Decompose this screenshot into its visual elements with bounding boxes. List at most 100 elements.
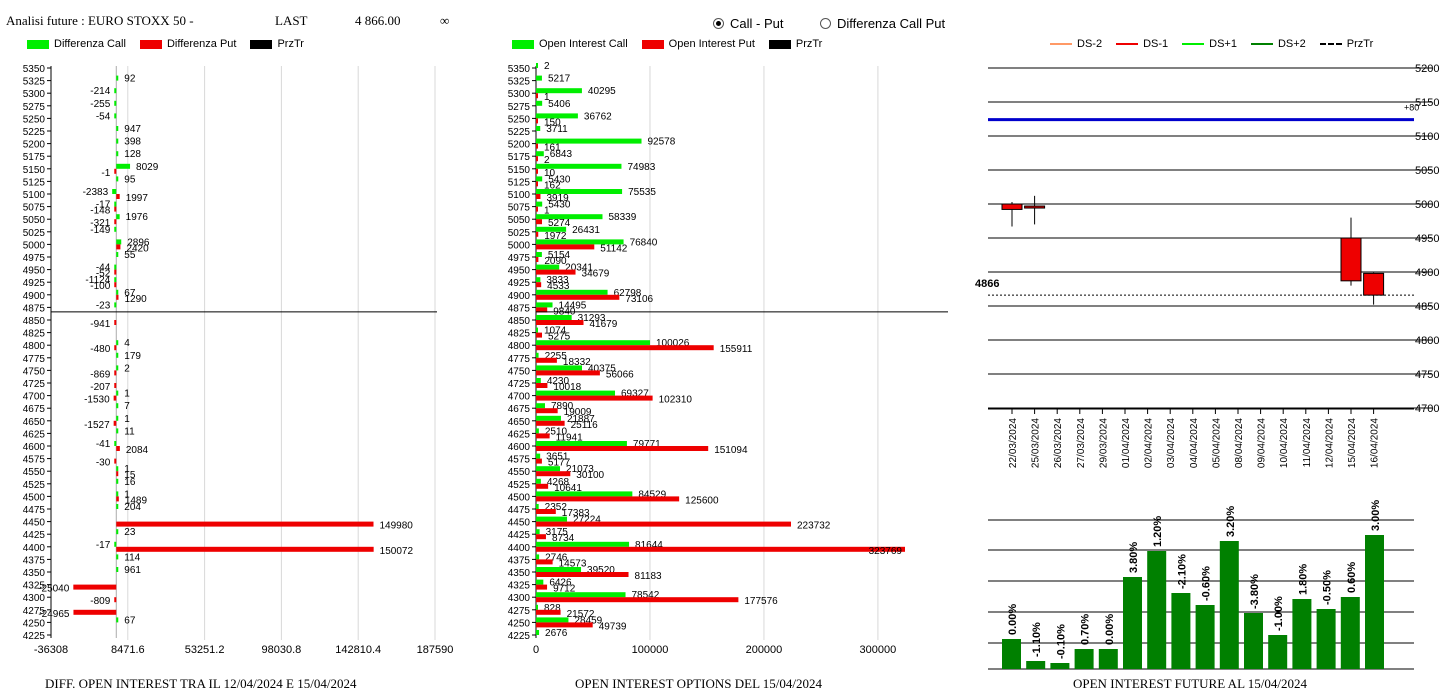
- y-tick-label: 4950: [1415, 233, 1439, 245]
- legend-chart1: Differenza Call Differenza Put PrzTr: [27, 38, 318, 50]
- y-tick-label: 5050: [508, 215, 531, 226]
- x-tick-label: 300000: [860, 644, 897, 656]
- data-label: 81644: [635, 540, 663, 551]
- y-tick-label: 4850: [508, 316, 531, 327]
- y-tick-label: 4525: [508, 480, 531, 491]
- data-label: 1290: [124, 294, 147, 305]
- y-tick-label: 4250: [508, 618, 531, 629]
- bar: [536, 264, 560, 270]
- data-label: -207: [90, 382, 110, 393]
- candle-body: [1363, 272, 1385, 296]
- bar: [114, 597, 117, 603]
- y-tick-label: 5000: [508, 240, 531, 251]
- legend-item: Open Interest Call: [539, 38, 628, 50]
- y-tick-label: 4600: [23, 442, 46, 453]
- bar: [116, 390, 119, 396]
- y-tick-label: 5225: [508, 127, 531, 138]
- data-label: 17383: [562, 508, 590, 519]
- bar: [536, 559, 553, 565]
- y-tick-label: 4550: [508, 467, 531, 478]
- bar: [536, 471, 571, 477]
- bar: [536, 357, 557, 363]
- data-label: 5274: [548, 218, 571, 229]
- y-tick-label: 5325: [23, 77, 46, 88]
- y-tick-label: 4800: [1415, 335, 1439, 347]
- radio-button-icon[interactable]: [713, 18, 724, 29]
- data-label: 1: [124, 464, 130, 475]
- bar: [116, 617, 119, 623]
- y-tick-label: 5150: [1415, 97, 1439, 109]
- data-label: 40295: [588, 86, 616, 97]
- bar: [536, 403, 545, 409]
- data-label: -321: [90, 218, 110, 229]
- last-value: 4 866.00: [355, 13, 401, 28]
- bar: [536, 257, 539, 262]
- bar: [113, 395, 117, 401]
- data-label: 14573: [559, 558, 587, 569]
- radio-call-put[interactable]: Call - Put: [713, 16, 783, 31]
- bar: [73, 609, 117, 615]
- data-label: -25040: [38, 584, 70, 595]
- y-tick-label: 5100: [1415, 131, 1439, 143]
- y-tick-label: 4450: [23, 518, 46, 529]
- data-label: 18332: [563, 357, 591, 368]
- y-tick-label: 5350: [23, 64, 46, 75]
- data-label: -2383: [83, 187, 109, 198]
- data-label: 1074: [544, 326, 567, 337]
- y-tick-label: 5325: [508, 77, 531, 88]
- bar: [536, 491, 633, 497]
- data-label: 102310: [659, 395, 693, 406]
- data-label: 3.80%: [1128, 542, 1140, 573]
- data-label: -1530: [84, 395, 110, 406]
- bar: [116, 546, 374, 552]
- y-tick-label: 4825: [23, 329, 46, 340]
- x-tick-label: 08/04/2024: [1234, 418, 1245, 468]
- data-label: 125600: [685, 495, 719, 506]
- bar: [536, 239, 624, 245]
- y-tick-label: 5300: [23, 89, 46, 100]
- data-label: -44: [96, 263, 111, 274]
- y-tick-label: 5300: [508, 89, 531, 100]
- data-label: -869: [90, 369, 110, 380]
- bar: [114, 383, 117, 388]
- data-label: 7: [124, 401, 130, 412]
- bar: [114, 168, 117, 174]
- last-label: LAST: [275, 13, 308, 28]
- x-tick-label: 142810.4: [335, 644, 381, 656]
- y-tick-label: 4500: [508, 492, 531, 503]
- bar: [536, 383, 548, 388]
- data-label: 19009: [564, 407, 592, 418]
- data-label: 34679: [582, 269, 610, 280]
- data-label: -148: [90, 206, 110, 217]
- bar: [536, 345, 714, 351]
- y-tick-label: 5075: [508, 203, 531, 214]
- bar: [116, 478, 119, 484]
- y-tick-label: 4750: [508, 366, 531, 377]
- bar: [536, 332, 543, 338]
- data-label: 8734: [552, 533, 575, 544]
- data-label: -24965: [38, 609, 70, 620]
- radio-button-icon[interactable]: [820, 18, 831, 29]
- y-tick-label: 4700: [23, 392, 46, 403]
- bar: [536, 113, 578, 119]
- y-tick-label: 5025: [508, 228, 531, 239]
- data-label: 2896: [127, 237, 150, 248]
- bar: [536, 118, 538, 124]
- data-label: 75535: [628, 187, 656, 198]
- data-label: 21887: [567, 414, 595, 425]
- y-tick-label: 5150: [23, 165, 46, 176]
- data-label: 92578: [648, 137, 676, 148]
- data-label: 56066: [606, 369, 634, 380]
- y-tick-label: 5225: [23, 127, 46, 138]
- radio-differenza[interactable]: Differenza Call Put: [820, 16, 945, 31]
- y-tick-label: 4325: [23, 581, 46, 592]
- y-tick-label: 4300: [23, 593, 46, 604]
- bar: [536, 521, 791, 527]
- y-tick-label: 5025: [23, 228, 46, 239]
- x-tick-label: -36308: [34, 644, 68, 656]
- x-tick-label: 02/04/2024: [1144, 418, 1155, 468]
- bar: [536, 126, 541, 131]
- bar: [1074, 649, 1094, 669]
- data-label: -1.00%: [1273, 596, 1285, 631]
- bar: [114, 320, 117, 325]
